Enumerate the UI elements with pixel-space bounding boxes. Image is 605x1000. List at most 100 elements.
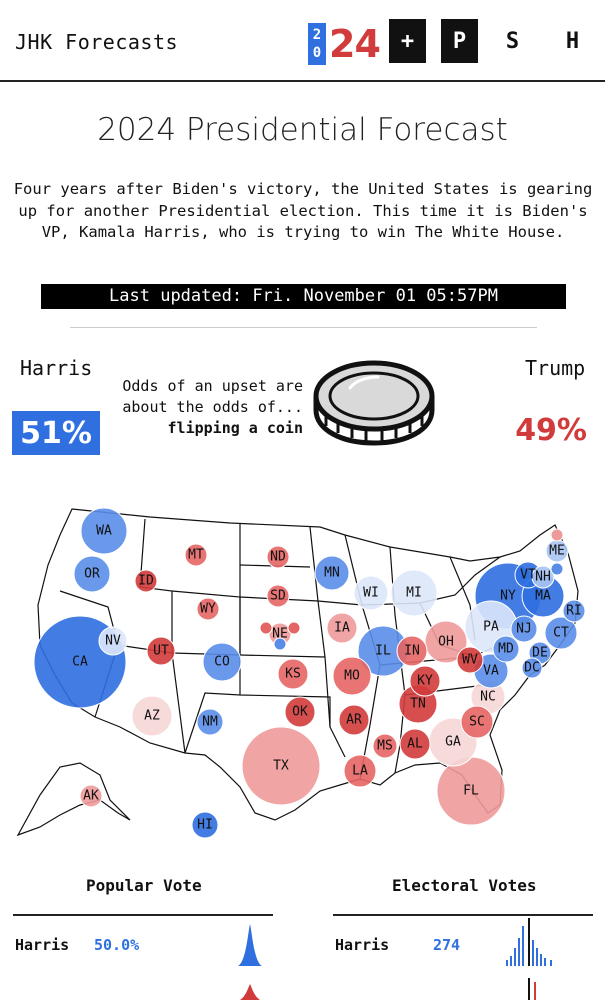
state-bubble-hi[interactable] — [191, 811, 219, 839]
state-label-mt: MT — [188, 548, 204, 563]
state-label-ct: CT — [553, 626, 569, 641]
state-label-ut: UT — [153, 644, 169, 659]
state-label-wv: WV — [462, 653, 478, 668]
year-logo-stack: 2 0 — [308, 23, 326, 65]
electoral-votes-harris-value: 274 — [433, 936, 461, 954]
state-label-me: ME — [549, 544, 565, 559]
district-bubble-me-4[interactable] — [550, 562, 564, 576]
state-bubble-sd[interactable] — [266, 584, 290, 608]
state-bubble-tx[interactable] — [241, 726, 321, 806]
state-bubble-nh[interactable] — [531, 565, 555, 589]
state-label-id: ID — [138, 574, 154, 589]
district-bubble-ne-3[interactable] — [273, 637, 287, 651]
state-bubble-mo[interactable] — [332, 656, 372, 696]
state-bubble-wi[interactable] — [353, 575, 389, 611]
state-label-mn: MN — [324, 566, 340, 581]
state-bubble-la[interactable] — [343, 754, 377, 788]
state-label-ma: MA — [535, 589, 551, 604]
state-label-pa: PA — [483, 620, 499, 635]
popular-vote-harris-value: 50.0% — [94, 936, 140, 954]
state-bubble-nd[interactable] — [266, 545, 290, 569]
state-bubble-mn[interactable] — [314, 555, 350, 591]
state-bubble-dc[interactable] — [521, 657, 543, 679]
top-navigation-bar: JHK Forecasts 2 0 24 + P S H — [0, 0, 605, 82]
electoral-map: WA OR CA NV ID MT WY UT AZ CO NM ND SD NE KS OK TX MN IA MO… — [16, 507, 586, 839]
state-label-ar: AR — [346, 713, 362, 728]
district-bubble-ne-1[interactable] — [259, 621, 273, 635]
state-bubble-id[interactable] — [134, 569, 158, 593]
state-label-dc: DC — [524, 661, 540, 676]
nav-presidential-button[interactable]: P — [441, 19, 478, 63]
state-label-nm: NM — [202, 715, 218, 730]
state-label-de: DE — [532, 646, 548, 661]
state-bubble-in[interactable] — [396, 635, 428, 667]
state-bubble-ak[interactable] — [79, 784, 103, 808]
electoral-votes-harris-label: Harris — [335, 936, 390, 954]
upset-odds-line-2: about the odds of... — [122, 398, 303, 416]
state-bubble-sc[interactable] — [460, 705, 494, 739]
upset-odds-line-3: flipping a coin — [167, 419, 303, 437]
state-label-ne: NE — [272, 627, 288, 642]
state-bubble-ky[interactable] — [409, 665, 441, 697]
upset-odds-line-1: Odds of an upset are — [122, 377, 303, 395]
state-label-hi: HI — [197, 818, 213, 833]
popular-vote-harris-label: Harris — [15, 936, 70, 954]
popular-vote-title: Popular Vote — [86, 876, 202, 895]
state-bubble-ar[interactable] — [338, 704, 370, 736]
state-bubble-ri[interactable] — [562, 599, 586, 623]
state-label-nv: NV — [105, 634, 121, 649]
state-bubble-nm[interactable] — [196, 708, 224, 736]
alaska-outline — [16, 762, 131, 837]
state-label-tx: TX — [273, 759, 289, 774]
state-label-in: IN — [404, 644, 420, 659]
state-bubble-co[interactable] — [202, 642, 242, 682]
state-bubble-md[interactable] — [492, 635, 520, 663]
state-bubble-ok[interactable] — [284, 696, 316, 728]
state-bubble-wv[interactable] — [456, 646, 484, 674]
state-label-wa: WA — [96, 524, 112, 539]
district-bubble-me-0[interactable] — [550, 528, 564, 542]
electoral-votes-rule — [333, 914, 593, 916]
state-label-ia: IA — [334, 621, 350, 636]
state-label-sc: SC — [469, 715, 485, 730]
state-label-va: VA — [483, 664, 499, 679]
state-bubble-oh[interactable] — [424, 620, 468, 664]
last-updated-banner: Last updated: Fri. November 01 05:57PM — [41, 284, 566, 309]
state-bubble-wa[interactable] — [80, 507, 128, 555]
state-label-md: MD — [498, 642, 514, 657]
state-label-ri: RI — [566, 604, 582, 619]
state-bubble-ks[interactable] — [277, 658, 309, 690]
state-label-ca: CA — [72, 655, 88, 670]
state-label-nj: NJ — [516, 622, 532, 637]
state-label-ny: NY — [500, 589, 516, 604]
nav-senate-button[interactable]: S — [494, 19, 531, 63]
state-bubble-al[interactable] — [399, 728, 431, 760]
electoral-votes-histogram-icon — [506, 918, 552, 1000]
harris-win-probability: 51% — [12, 411, 100, 455]
state-label-mi: MI — [406, 586, 422, 601]
state-bubble-ms[interactable] — [372, 733, 398, 759]
upset-odds-text: Odds of an upset are about the odds of..… — [108, 376, 303, 439]
state-label-wy: WY — [200, 602, 216, 617]
nav-house-button[interactable]: H — [554, 19, 591, 63]
state-bubble-or[interactable] — [73, 555, 111, 593]
state-bubble-mi[interactable] — [390, 569, 438, 617]
state-bubble-ut[interactable] — [146, 636, 176, 666]
state-label-az: AZ — [144, 709, 160, 724]
state-bubble-nj[interactable] — [510, 615, 538, 643]
election-2024-logo[interactable]: 2 0 24 — [308, 22, 381, 66]
state-bubble-nv[interactable] — [98, 626, 128, 656]
year-digit-0: 0 — [312, 45, 322, 61]
district-bubble-ne-2[interactable] — [287, 621, 301, 635]
state-bubble-ct[interactable] — [544, 616, 578, 650]
state-label-oh: OH — [438, 635, 454, 650]
site-brand-link[interactable]: JHK Forecasts — [15, 30, 179, 54]
state-bubble-ia[interactable] — [326, 612, 358, 644]
state-label-al: AL — [407, 737, 423, 752]
state-bubble-mt[interactable] — [184, 543, 208, 567]
nav-plus-button[interactable]: + — [389, 19, 426, 63]
state-label-tn: TN — [410, 697, 426, 712]
state-bubble-wy[interactable] — [196, 597, 220, 621]
state-label-ok: OK — [292, 705, 308, 720]
state-bubble-az[interactable] — [131, 695, 173, 737]
